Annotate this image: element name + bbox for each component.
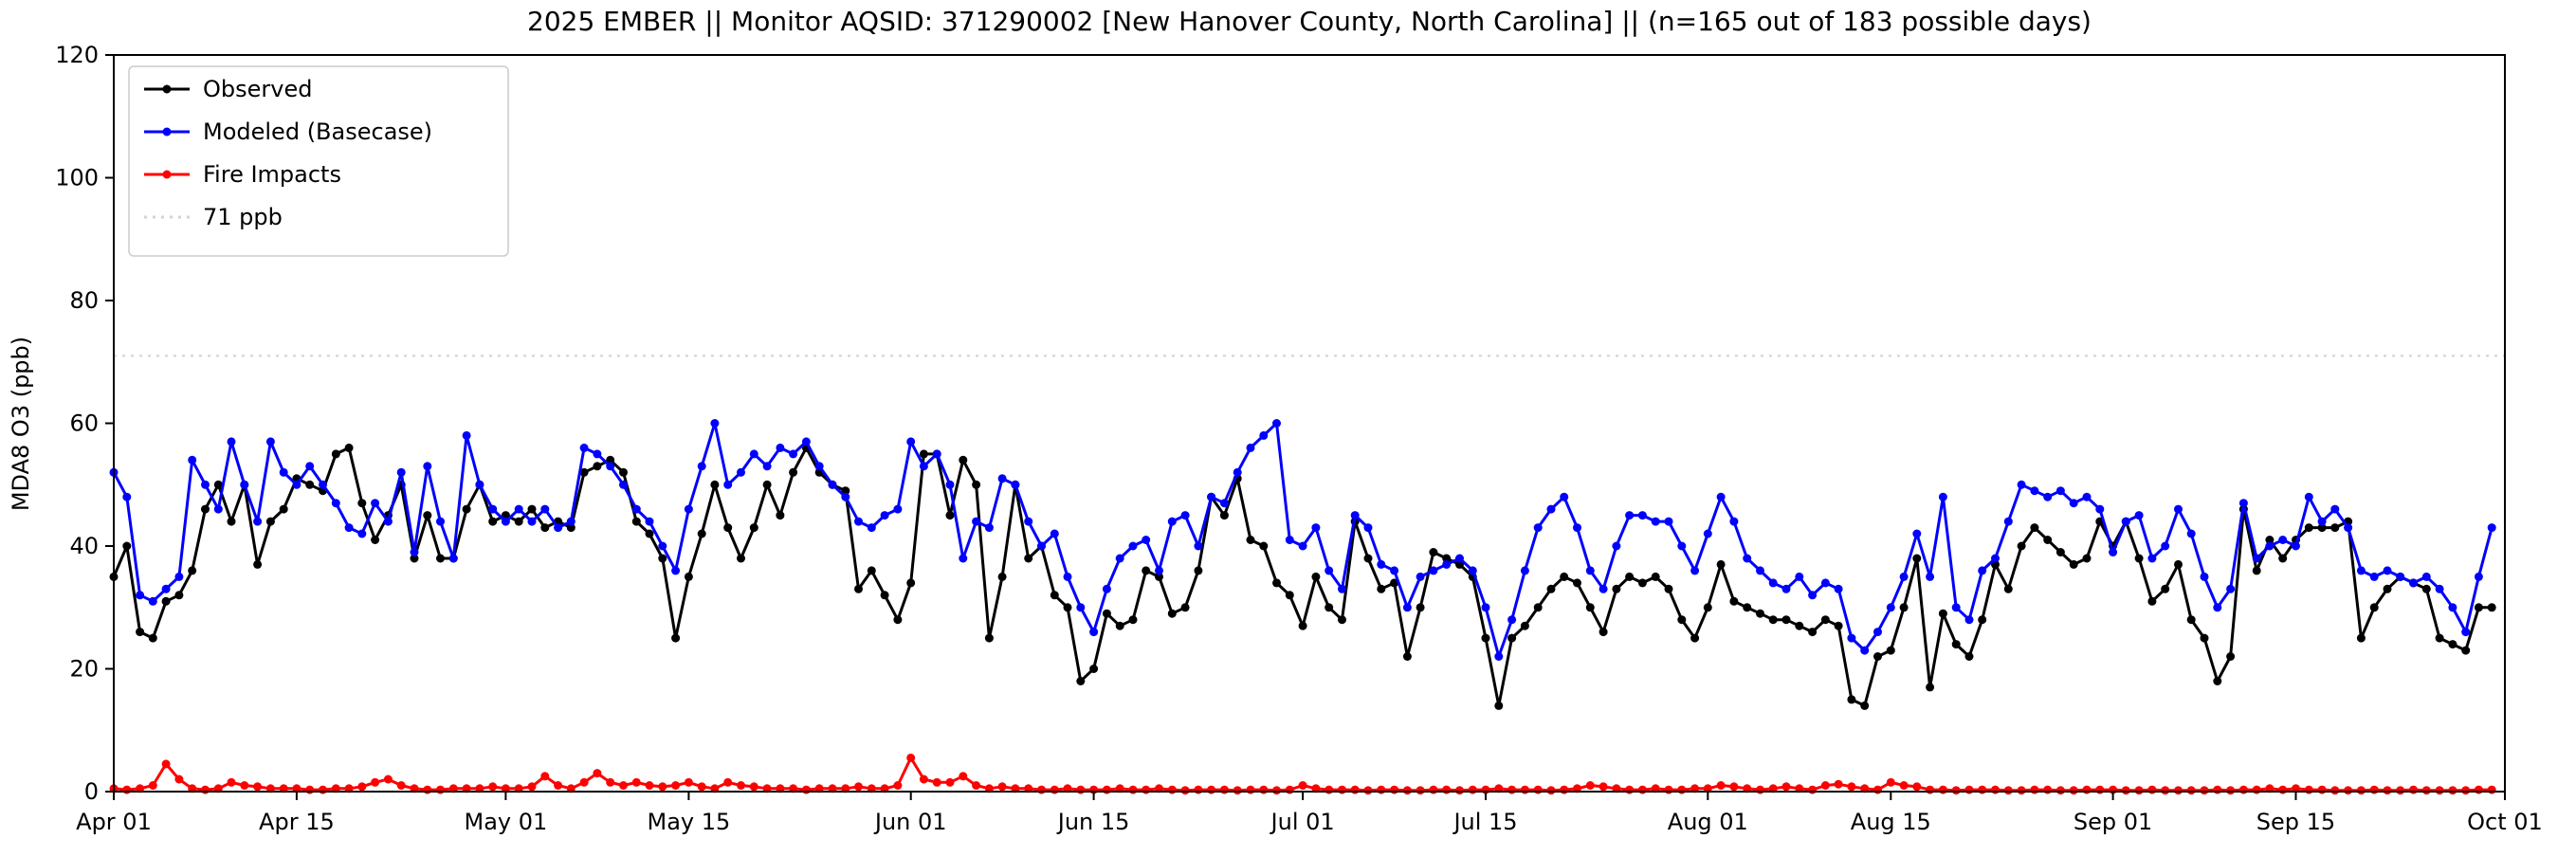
y-tick-label: 120 xyxy=(55,42,99,68)
plot-area: 0 20 40 60 80 100 120 Apr 01 Apr 15 May 01 May 15 J… xyxy=(55,42,2543,835)
y-tick-label: 0 xyxy=(84,778,99,805)
chart-title: 2025 EMBER || Monitor AQSID: 371290002 [… xyxy=(527,6,2092,37)
x-axis-ticks: Apr 01 Apr 15 May 01 May 15 Jun 01 Jun 15 Jul … xyxy=(76,792,2543,835)
y-tick-label: 60 xyxy=(69,410,99,437)
observed-series-markers xyxy=(109,443,2496,710)
observed-series-line xyxy=(112,446,2493,707)
x-tick-label: Jun 15 xyxy=(1056,809,1130,835)
x-tick-label: Sep 15 xyxy=(2256,809,2335,835)
x-tick-label: Aug 01 xyxy=(1668,809,1748,835)
x-tick-label: Sep 01 xyxy=(2074,809,2152,835)
x-tick-label: Jul 01 xyxy=(1270,809,1335,835)
x-tick-label: May 01 xyxy=(465,809,548,835)
legend-item-modeled-basecase: Modeled (Basecase) xyxy=(144,119,432,145)
y-tick-label: 100 xyxy=(55,165,99,191)
x-tick-label: Aug 15 xyxy=(1851,809,1931,835)
x-tick-label: May 15 xyxy=(648,809,731,835)
legend: Observed Modeled (Basecase) Fire Impacts 71… xyxy=(128,65,509,257)
y-tick-label: 80 xyxy=(69,287,99,314)
legend-label: Fire Impacts xyxy=(203,161,341,188)
y-tick-label: 40 xyxy=(69,533,99,559)
legend-label: Modeled (Basecase) xyxy=(203,119,432,145)
legend-item-fire-impacts: Fire Impacts xyxy=(144,161,341,188)
legend-item-71-ppb: 71 ppb xyxy=(144,204,283,230)
legend-label: 71 ppb xyxy=(203,204,283,230)
x-tick-label: Oct 01 xyxy=(2467,809,2543,835)
y-axis-label: MDA8 O3 (ppb) xyxy=(8,337,34,511)
x-tick-label: Apr 15 xyxy=(259,809,335,835)
x-tick-label: Jul 15 xyxy=(1452,809,1517,835)
legend-box xyxy=(128,65,509,257)
legend-label: Observed xyxy=(203,76,312,102)
x-tick-label: Jun 01 xyxy=(873,809,947,835)
fire-impacts-series-markers xyxy=(109,753,2496,795)
x-tick-label: Apr 01 xyxy=(76,809,152,835)
modeled-basecase-series-markers xyxy=(109,419,2496,661)
y-axis-ticks: 0 20 40 60 80 100 120 xyxy=(55,42,114,805)
y-tick-label: 20 xyxy=(69,656,99,683)
legend-item-observed: Observed xyxy=(144,76,312,102)
